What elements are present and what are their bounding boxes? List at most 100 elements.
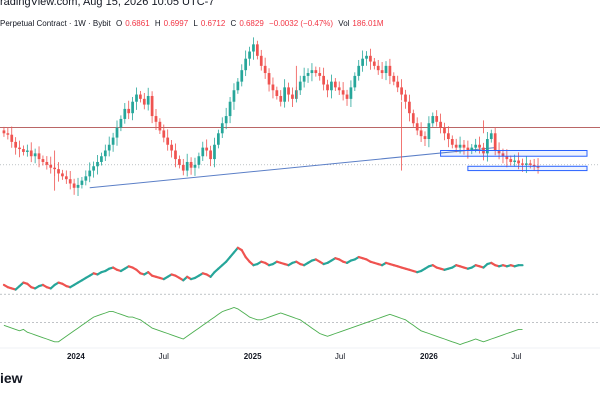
candle-5 (22, 145, 25, 156)
candle-78 (306, 68, 310, 83)
candle-50 (197, 152, 201, 169)
close-value: 0.6829 (239, 19, 264, 28)
candle-body-74 (291, 94, 294, 99)
candle-body-110 (431, 116, 435, 124)
candle-body-93 (365, 55, 368, 59)
candle-body-99 (388, 65, 392, 76)
candle-body-67 (263, 65, 267, 74)
candle-30 (119, 115, 123, 132)
candle-body-71 (279, 95, 283, 102)
candle-body-9 (37, 153, 41, 160)
candle-39 (154, 109, 158, 130)
candle-8 (33, 148, 37, 164)
candle-body-55 (217, 133, 220, 145)
candle-29 (115, 120, 119, 146)
candle-body-60 (236, 81, 240, 91)
candle-body-12 (49, 164, 53, 168)
candle-63 (248, 46, 251, 66)
candle-body-20 (80, 180, 84, 185)
close-label: C (230, 19, 237, 28)
candle-body-83 (326, 84, 329, 91)
candle-body-85 (333, 81, 337, 88)
open-label: O (115, 19, 123, 28)
candle-124 (486, 131, 489, 162)
candle-body-82 (322, 75, 325, 85)
candle-body-37 (146, 95, 150, 105)
candle-body-14 (57, 169, 60, 174)
candle-107 (419, 122, 423, 143)
candle-body-39 (154, 116, 158, 122)
candle-44 (174, 143, 177, 168)
candle-body-34 (135, 94, 138, 102)
candle-130 (509, 155, 513, 166)
candle-body-24 (96, 161, 99, 167)
candle-body-115 (450, 139, 454, 145)
candle-body-50 (197, 156, 201, 165)
candle-body-112 (439, 121, 442, 128)
candle-body-107 (419, 130, 423, 137)
candle-42 (166, 129, 170, 151)
candle-body-30 (119, 118, 123, 128)
candle-body-59 (232, 90, 236, 102)
candle-body-7 (29, 150, 33, 157)
candle-90 (353, 72, 357, 91)
candle-79 (310, 63, 314, 82)
candle-body-18 (72, 183, 76, 188)
candle-101 (396, 75, 400, 93)
candle-85 (333, 78, 337, 91)
candle-body-65 (255, 44, 259, 56)
candle-120 (470, 144, 474, 155)
candle-body-108 (423, 136, 427, 140)
candle-body-103 (404, 94, 407, 102)
candle-body-52 (205, 147, 209, 151)
candle-100 (392, 72, 396, 86)
candle-body-49 (193, 164, 197, 168)
candle-71 (279, 90, 283, 107)
candle-body-42 (166, 137, 170, 145)
candle-body-22 (88, 170, 92, 177)
candle-43 (170, 140, 173, 158)
candle-body-44 (174, 150, 177, 160)
candle-body-124 (486, 139, 489, 154)
candle-54 (213, 137, 216, 168)
candle-body-104 (408, 101, 411, 114)
candle-38 (150, 91, 154, 124)
candle-92 (361, 50, 364, 72)
candle-41 (162, 124, 166, 143)
candle-34 (135, 87, 138, 110)
candle-77 (302, 67, 306, 88)
chart-header: radingView.com, Aug 15, 2026 10:05 UTC-7… (0, 0, 600, 34)
candle-70 (275, 86, 279, 100)
candle-4 (18, 140, 21, 158)
candle-body-8 (33, 153, 37, 157)
volume-label: Vol (338, 19, 350, 28)
open-value: 0.6861 (125, 19, 150, 28)
candle-body-130 (509, 159, 513, 162)
candle-body-111 (435, 116, 439, 122)
candle-body-133 (521, 163, 524, 165)
low-value: 0.6712 (200, 19, 226, 28)
candle-body-64 (252, 44, 255, 52)
candle-67 (263, 57, 267, 79)
candle-125 (489, 129, 493, 143)
candle-83 (326, 79, 329, 98)
candle-93 (365, 51, 368, 66)
candle-31 (123, 103, 127, 124)
candle-body-46 (181, 164, 185, 171)
indicator2-line (3, 307, 523, 345)
candle-body-84 (330, 81, 333, 91)
candle-body-21 (84, 176, 88, 181)
candle-80 (314, 66, 318, 77)
x-tick-label-3: 2025 (244, 352, 262, 361)
x-tick-label-2: Jul (159, 352, 169, 361)
candle-body-102 (400, 87, 403, 95)
candle-body-2 (10, 134, 14, 142)
candle-40 (158, 118, 162, 134)
candle-47 (185, 153, 189, 177)
candle-body-5 (22, 149, 25, 152)
candle-53 (209, 145, 212, 167)
candle-body-126 (493, 133, 497, 151)
candle-69 (271, 77, 275, 99)
candle-body-76 (298, 81, 302, 91)
